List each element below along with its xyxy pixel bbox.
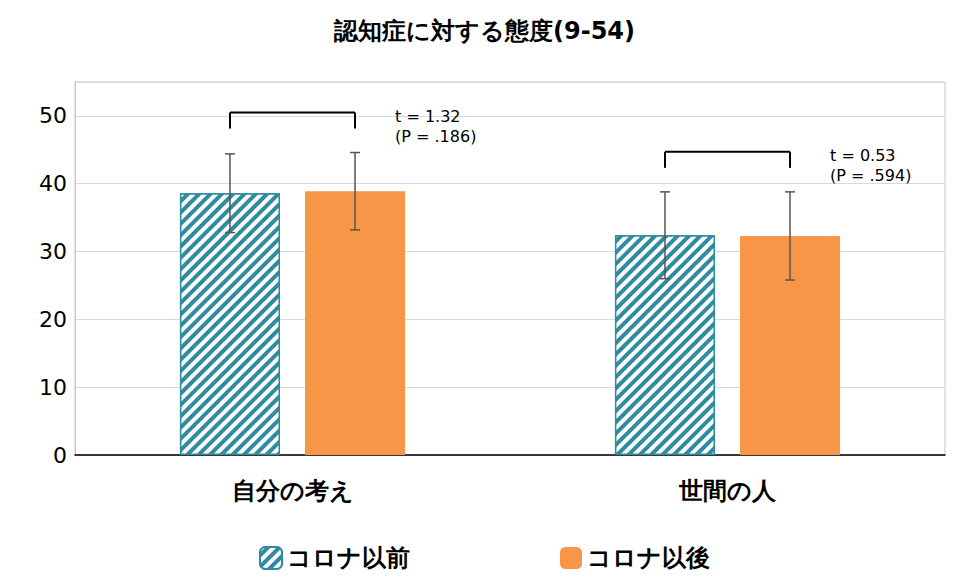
svg-text:世間の人: 世間の人 <box>678 477 777 505</box>
svg-text:10: 10 <box>39 375 67 400</box>
svg-text:コロナ以後: コロナ以後 <box>587 544 710 572</box>
svg-text:コロナ以前: コロナ以前 <box>287 544 410 572</box>
svg-text:t = 0.53: t = 0.53 <box>830 146 895 165</box>
svg-text:(P = .186): (P = .186) <box>395 127 476 146</box>
svg-text:(P = .594): (P = .594) <box>830 166 911 185</box>
svg-text:50: 50 <box>39 103 67 128</box>
svg-text:t = 1.32: t = 1.32 <box>395 107 460 126</box>
svg-text:20: 20 <box>39 307 67 332</box>
svg-text:認知症に対する態度(9-54): 認知症に対する態度(9-54) <box>333 17 635 45</box>
svg-text:40: 40 <box>39 171 67 196</box>
svg-text:30: 30 <box>39 239 67 264</box>
svg-text:自分の考え: 自分の考え <box>232 477 354 505</box>
svg-text:0: 0 <box>53 443 67 468</box>
